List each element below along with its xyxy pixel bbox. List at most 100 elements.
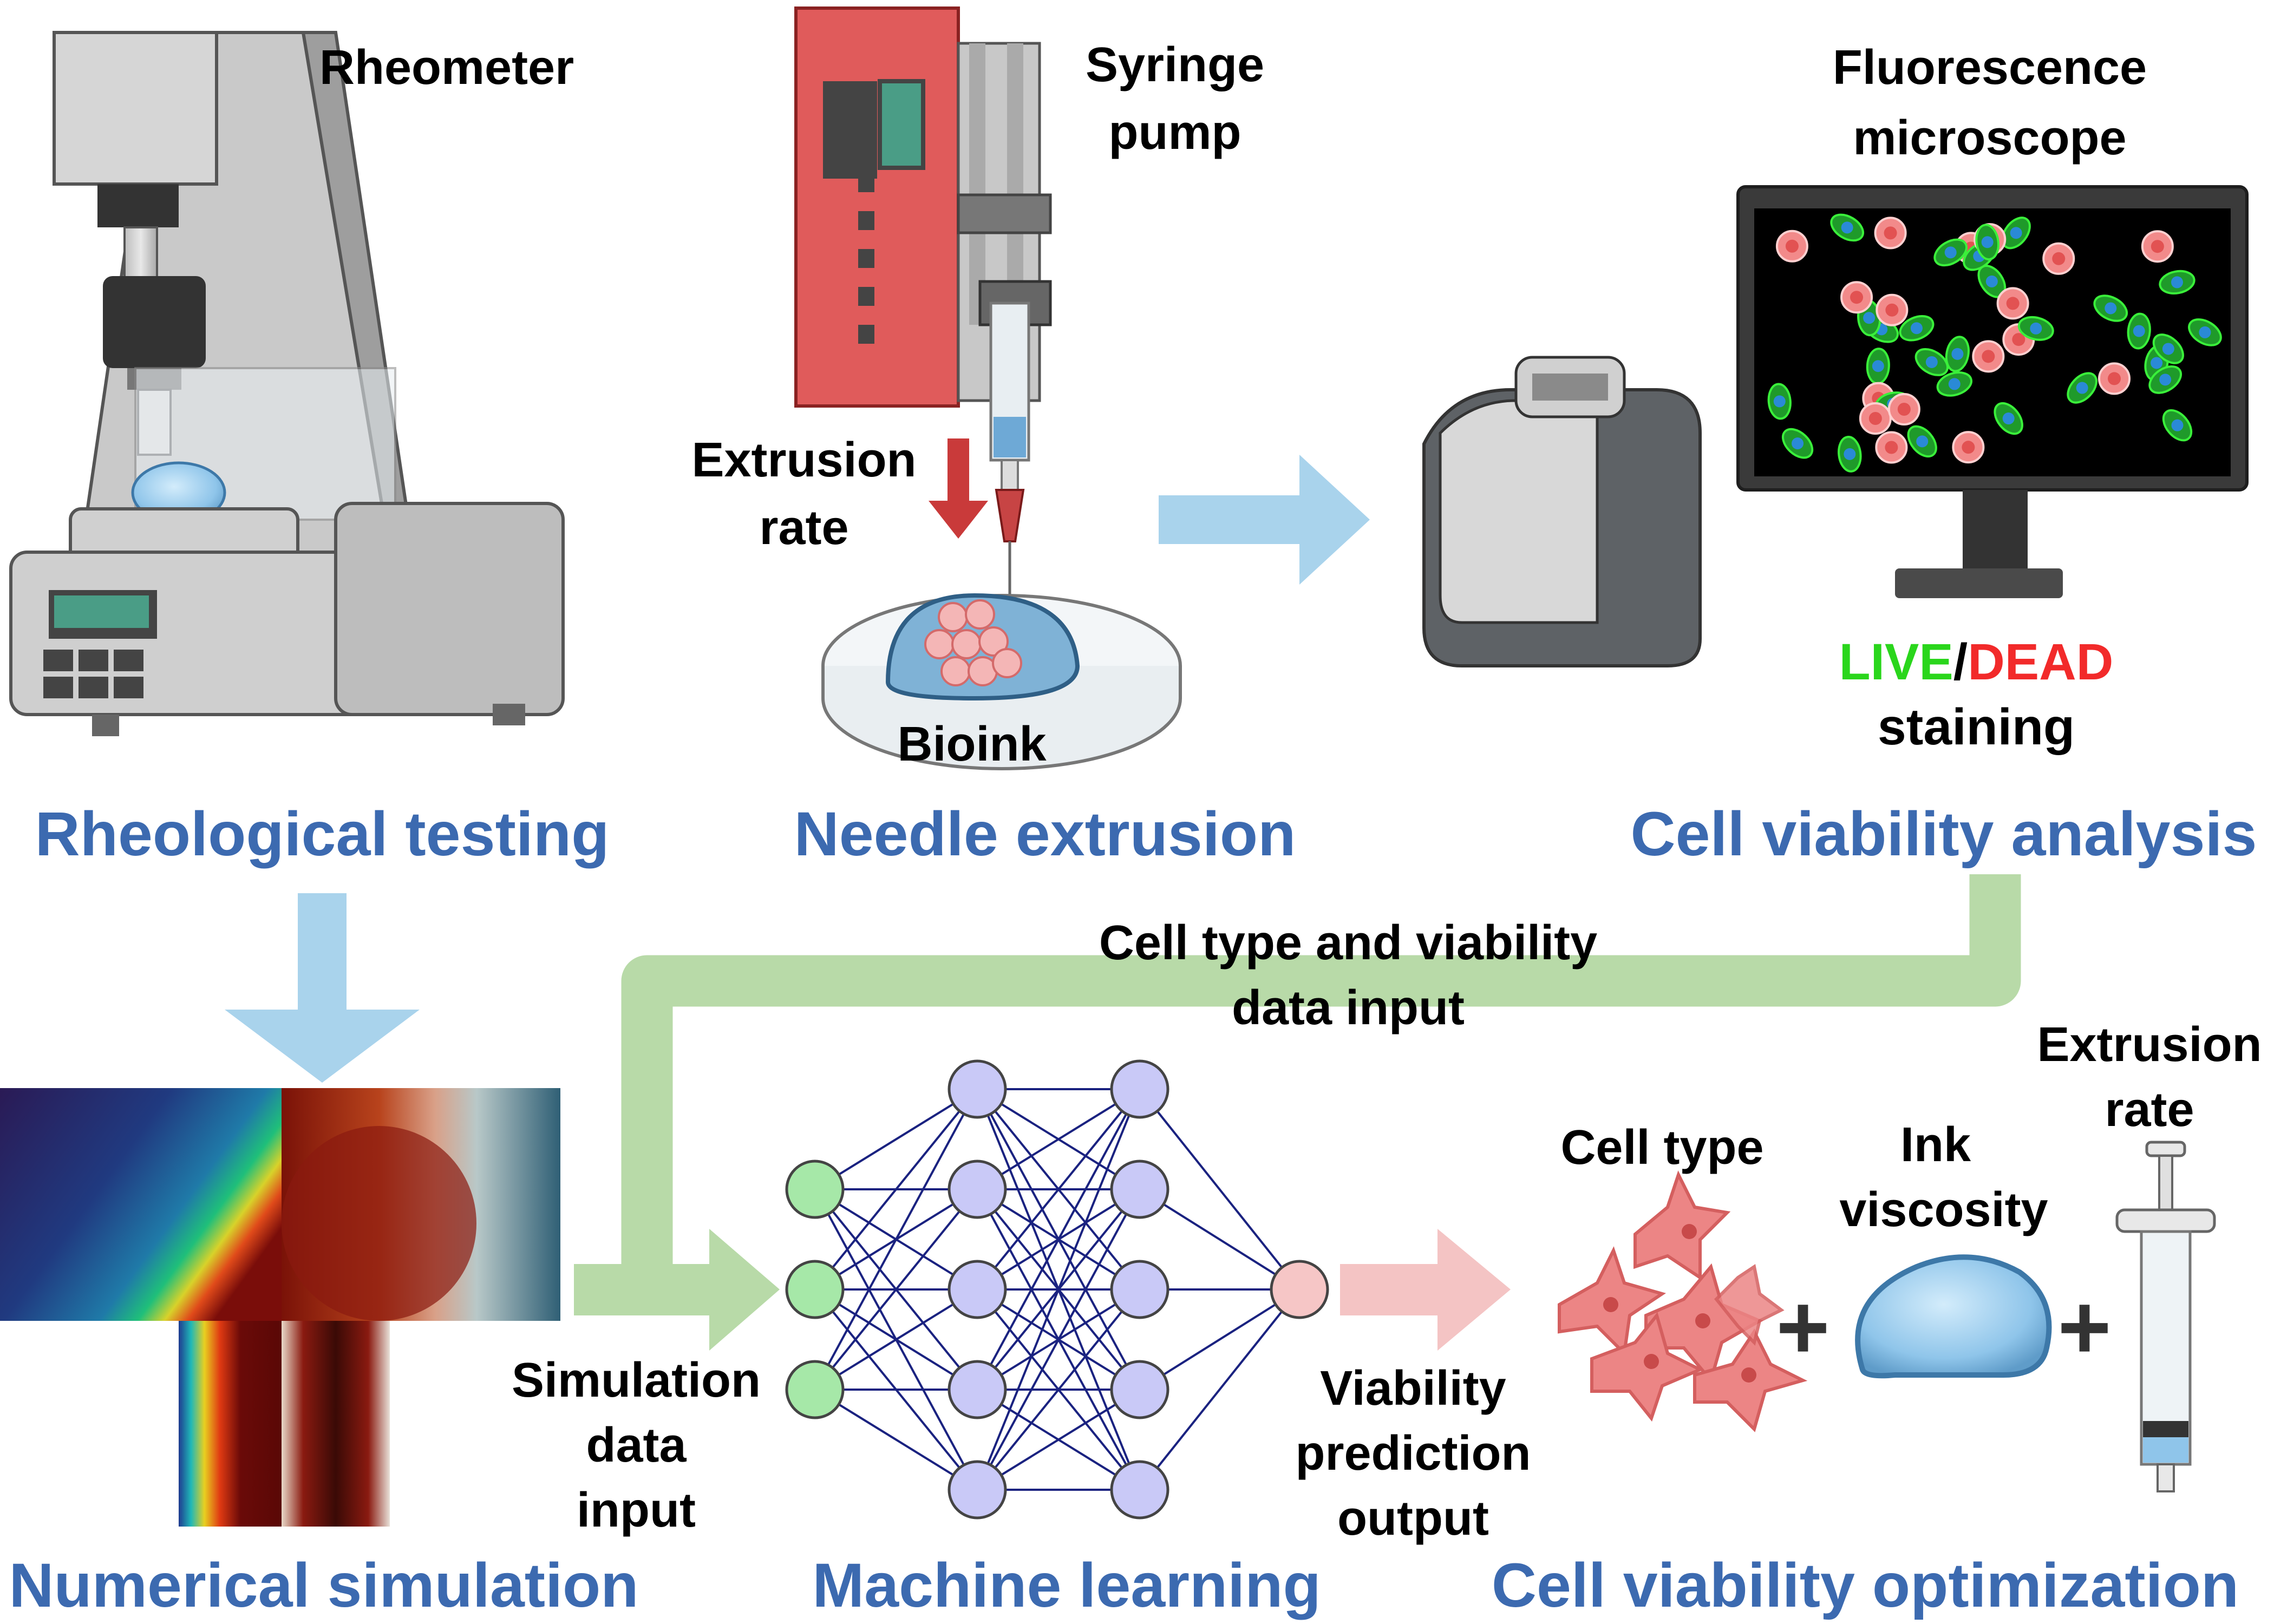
input-node (785, 1260, 845, 1319)
live-cell-nucleus (2171, 276, 2183, 289)
dead-cell-nucleus (1785, 239, 1799, 253)
live-cell-nucleus (1841, 221, 1853, 234)
fluorescence-image (1767, 213, 2222, 473)
syringe-pump-label-line1: Syringe (1086, 38, 1264, 92)
arrow-viability-feedback (621, 874, 2021, 1272)
cell-type-input-label-line2: data input (1232, 981, 1465, 1035)
arrow-rheology-to-simulation (225, 893, 420, 1083)
input-node (785, 1360, 845, 1419)
plus-sign-2: + (2057, 1276, 2111, 1379)
network-edge (976, 1088, 1141, 1291)
live-cell-nucleus (2162, 343, 2174, 355)
live-cell-nucleus (2105, 302, 2117, 315)
dead-cell-nucleus (1962, 441, 1975, 454)
dead-cell-nucleus (1885, 303, 1899, 317)
network-edge (814, 1288, 978, 1391)
network-edge (814, 1088, 978, 1291)
hidden-node (948, 1360, 1007, 1419)
simulation-input-label-line1: Simulation (512, 1353, 761, 1407)
arrow-extrusion-to-analysis (1159, 455, 1370, 585)
network-edge (976, 1189, 1141, 1490)
live-cell-nucleus (1872, 360, 1884, 372)
hidden-node (948, 1160, 1007, 1219)
dead-cell-nucleus (2012, 333, 2025, 346)
network-edge (976, 1288, 1141, 1491)
syringe-pump-icon (794, 6, 1052, 606)
network-edge (976, 1389, 1141, 1491)
live-cell-nucleus (1773, 395, 1786, 408)
ink-viscosity-label-line2: viscosity (1839, 1183, 2048, 1237)
live-cell-nucleus (1985, 275, 1998, 287)
fluorescence-microscope-icon (1422, 356, 1702, 667)
rheometer-label: Rheometer (319, 41, 574, 95)
fluorescence-label-line2: microscope (1853, 111, 2126, 165)
extrusion-rate-bottom-label-line1: Extrusion (2037, 1018, 2262, 1072)
live-cell-nucleus (2010, 227, 2022, 239)
dead-cell-nucleus (2108, 372, 2121, 385)
network-edge (976, 1088, 1141, 1190)
live-cell-nucleus (1863, 312, 1876, 324)
extrusion-rate-bottom-label-line2: rate (2105, 1083, 2194, 1137)
live-cell-nucleus (2133, 325, 2145, 337)
bioink-label: Bioink (897, 717, 1047, 771)
output-node (1270, 1260, 1329, 1319)
dead-cell-nucleus (1982, 350, 1995, 363)
hidden-node (1110, 1160, 1169, 1219)
slash-text: / (1953, 633, 1968, 691)
section-cell-viability-analysis: Cell viability analysis (1631, 800, 2257, 869)
simulation-input-label-line3: input (577, 1483, 696, 1537)
network-edge (976, 1089, 1141, 1490)
network-edge (814, 1188, 978, 1391)
live-cell-nucleus (1948, 378, 1961, 390)
live-cell-nucleus (1910, 322, 1923, 335)
section-cell-viability-optimization: Cell viability optimization (1492, 1551, 2239, 1620)
arrow-simulation-to-ml (574, 1229, 780, 1351)
hidden-node (1110, 1260, 1169, 1319)
live-cell-nucleus (1925, 356, 1938, 368)
arrow-ml-to-optimization (1340, 1229, 1511, 1351)
staining-label: staining (1878, 698, 2075, 756)
network-edges (814, 1088, 1301, 1491)
live-cell-nucleus (1951, 348, 1964, 360)
input-node (785, 1160, 845, 1219)
live-cell-nucleus (2171, 419, 2184, 431)
hidden-node (1110, 1360, 1169, 1419)
section-rheological-testing: Rheological testing (35, 800, 610, 869)
network-edge (814, 1088, 978, 1190)
live-cell-nucleus (1916, 435, 1929, 448)
network-edge (1139, 1188, 1301, 1291)
network-edge (814, 1389, 978, 1491)
cell-type-label: Cell type (1560, 1121, 1763, 1175)
live-dead-label: LIVE/DEAD (1839, 633, 2114, 691)
neural-network (785, 1059, 1329, 1520)
ink-viscosity-label-line1: Ink (1900, 1118, 1971, 1172)
ink-droplet-icon (1855, 1254, 2052, 1379)
live-text: LIVE (1839, 633, 1953, 691)
live-cell-nucleus (2159, 374, 2172, 386)
live-cell-nucleus (2199, 326, 2211, 338)
network-edge (1139, 1288, 1301, 1491)
live-cell-nucleus (2002, 412, 2015, 425)
syringe-icon (2115, 1141, 2216, 1492)
hidden-node (948, 1059, 1007, 1119)
fluorescence-label-line1: Fluorescence (1833, 41, 2147, 95)
viability-output-label-line1: Viability (1320, 1361, 1506, 1416)
extrusion-rate-label-line1: Extrusion (691, 433, 916, 487)
section-machine-learning: Machine learning (812, 1551, 1321, 1620)
live-cell-nucleus (1981, 236, 1994, 248)
section-numerical-simulation: Numerical simulation (9, 1551, 638, 1620)
hidden-node (948, 1460, 1007, 1520)
cells-nuclei (1603, 1224, 1756, 1383)
hidden-node (948, 1260, 1007, 1319)
plus-sign-1: + (1776, 1276, 1829, 1379)
network-nodes (785, 1059, 1329, 1520)
cells-icon (1558, 1170, 1808, 1432)
simulation-input-label-line2: data (586, 1418, 687, 1472)
hidden-node (1110, 1059, 1169, 1119)
syringe-pump-label-line2: pump (1109, 106, 1241, 160)
live-cell-nucleus (2076, 382, 2088, 394)
dead-cell-nucleus (2052, 252, 2066, 265)
viability-output-label-line2: prediction (1295, 1426, 1531, 1481)
network-edge (814, 1089, 978, 1390)
